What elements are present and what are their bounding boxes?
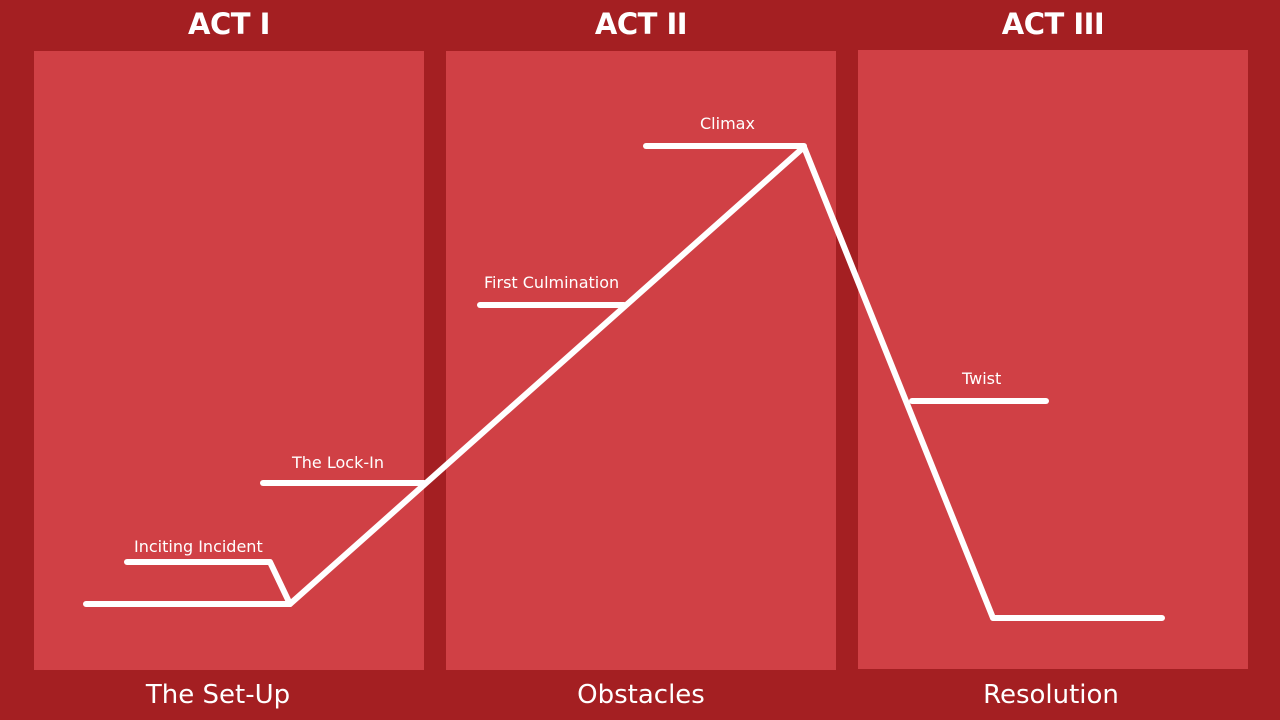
- act-3-subtitle: Resolution: [983, 680, 1119, 710]
- climax-label: Climax: [700, 114, 755, 133]
- lock-in-label: The Lock-In: [291, 453, 384, 472]
- first-culmination-label: First Culmination: [484, 273, 619, 292]
- act-1-title: ACT I: [188, 7, 270, 41]
- act-2-panel: [446, 51, 836, 670]
- act-2-title: ACT II: [594, 7, 688, 41]
- twist-label: Twist: [961, 369, 1001, 388]
- act-2-subtitle: Obstacles: [577, 680, 705, 710]
- act-3-panel: [858, 50, 1248, 669]
- act-3-title: ACT III: [1001, 7, 1105, 41]
- act-1-subtitle: The Set-Up: [145, 680, 291, 710]
- inciting-incident-marker: [124, 559, 293, 607]
- act-1-panel: [34, 51, 424, 670]
- inciting-incident-label: Inciting Incident: [134, 537, 263, 556]
